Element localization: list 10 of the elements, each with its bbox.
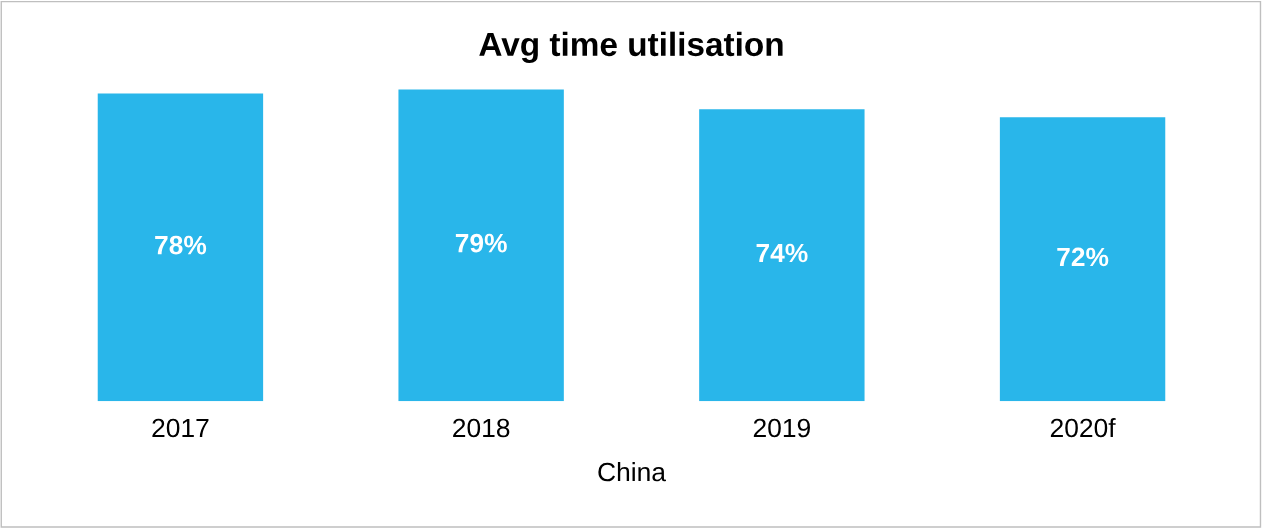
- data-label: 74%: [756, 243, 808, 263]
- x-axis-title: China: [598, 461, 666, 482]
- x-tick-label: 2020f: [1050, 417, 1116, 438]
- data-label: 78%: [155, 235, 207, 255]
- data-label: 72%: [1057, 247, 1109, 267]
- chart-title: Avg time utilisation: [479, 31, 783, 63]
- x-tick-label: 2017: [152, 418, 209, 438]
- x-tick-label: 2019: [753, 418, 810, 438]
- data-label: 79%: [455, 233, 507, 253]
- x-tick-label: 2018: [453, 418, 510, 438]
